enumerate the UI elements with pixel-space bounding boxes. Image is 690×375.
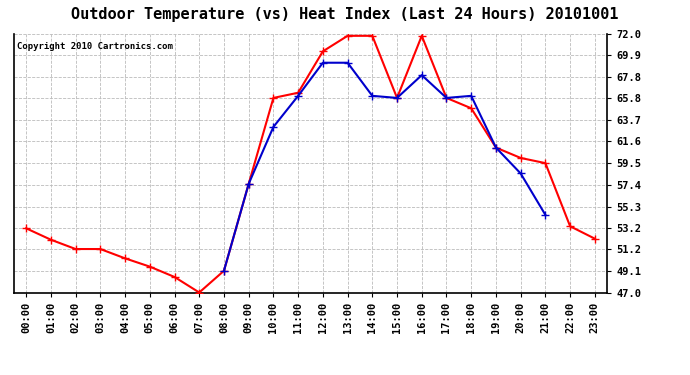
Text: Outdoor Temperature (vs) Heat Index (Last 24 Hours) 20101001: Outdoor Temperature (vs) Heat Index (Las… bbox=[71, 8, 619, 22]
Text: Copyright 2010 Cartronics.com: Copyright 2010 Cartronics.com bbox=[17, 42, 172, 51]
